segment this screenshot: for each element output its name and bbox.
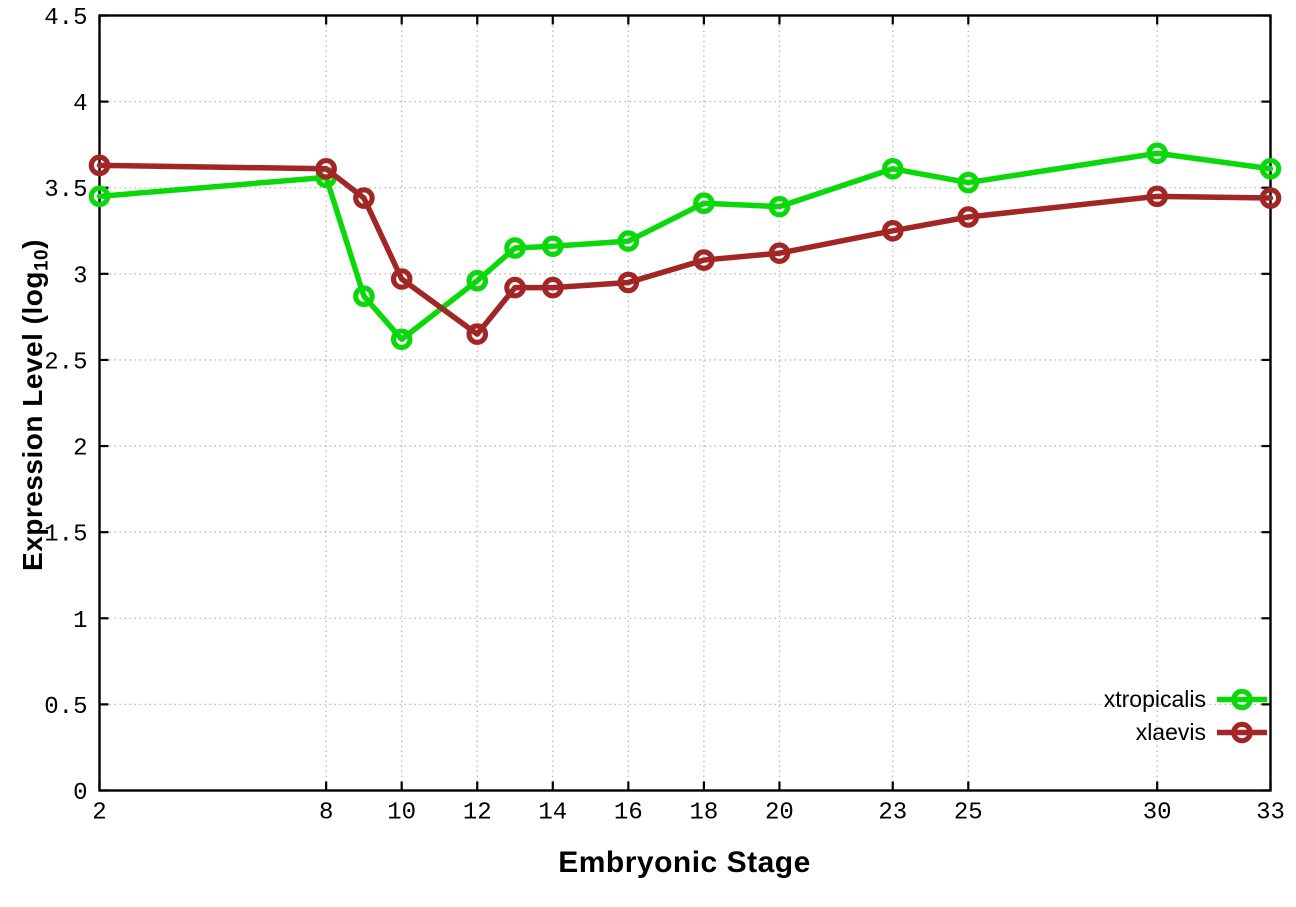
x-tick-label: 12 (463, 800, 492, 827)
data-point-xlaevis (881, 219, 904, 242)
data-point-xlaevis (693, 249, 715, 271)
data-point-xlaevis (768, 242, 791, 264)
data-point-xtropicalis (466, 269, 489, 292)
y-axis-title-subscript: 10 (31, 248, 53, 272)
legend: xtropicalis xlaevis (1104, 683, 1268, 749)
x-tick-label: 23 (878, 800, 907, 827)
x-tick-label: 10 (387, 800, 416, 827)
data-point-xlaevis (88, 154, 111, 177)
y-axis-title-close: ) (17, 239, 48, 249)
data-point-xtropicalis (881, 157, 904, 180)
data-point-xlaevis (957, 206, 980, 228)
data-point-xtropicalis (768, 195, 791, 218)
data-point-xlaevis (353, 187, 375, 209)
x-tick-label: 30 (1143, 800, 1172, 827)
y-tick-label: 3.5 (44, 177, 87, 204)
x-tick-label: 16 (614, 800, 643, 827)
x-tick-label: 20 (765, 800, 794, 827)
y-tick-label: 1 (73, 608, 87, 635)
data-point-xlaevis (1259, 187, 1282, 209)
data-point-xlaevis (504, 276, 526, 299)
x-tick-label: 2 (92, 800, 106, 827)
legend-entry-xlaevis: xlaevis (1104, 716, 1268, 749)
x-tick-label: 25 (954, 800, 983, 827)
data-point-xtropicalis (504, 237, 526, 259)
y-tick-label: 4.5 (44, 5, 87, 32)
data-point-xtropicalis (693, 192, 715, 215)
data-point-xlaevis (541, 276, 564, 299)
y-tick-label: 2 (73, 436, 87, 463)
legend-marker-xtropicalis (1217, 688, 1267, 711)
legend-marker-xlaevis (1217, 721, 1267, 744)
plot-border (98, 14, 1272, 792)
y-tick-label: 4 (73, 91, 87, 118)
x-tick-label: 33 (1256, 800, 1285, 827)
y-tick-label: 3 (73, 263, 87, 290)
data-point-xtropicalis (617, 230, 640, 252)
y-tick-label: 1.5 (44, 522, 87, 549)
data-point-xlaevis (617, 271, 640, 294)
x-tick-label: 8 (319, 800, 333, 827)
data-point-xlaevis (390, 268, 413, 290)
y-tick-label: 0 (73, 780, 87, 807)
data-point-xtropicalis (353, 285, 375, 308)
legend-label-xtropicalis: xtropicalis (1103, 686, 1206, 712)
y-tick-label: 0.5 (44, 694, 87, 721)
data-point-xtropicalis (541, 235, 564, 258)
series-line-xlaevis (96, 162, 1274, 337)
data-point-xtropicalis (1146, 142, 1168, 165)
data-point-xtropicalis (1259, 157, 1282, 180)
legend-entry-xtropicalis: xtropicalis (1104, 683, 1268, 716)
data-point-xtropicalis (957, 171, 980, 194)
x-axis-title: Embryonic Stage (558, 846, 811, 879)
data-point-xlaevis (466, 323, 489, 345)
data-point-xlaevis (1146, 185, 1168, 208)
legend-label-xlaevis: xlaevis (1135, 719, 1206, 745)
data-point-xtropicalis (88, 185, 111, 208)
y-axis-title: Expression Level (log10) (16, 205, 53, 605)
y-tick-label: 2.5 (44, 349, 87, 376)
data-point-xlaevis (315, 157, 337, 180)
x-tick-label: 18 (689, 800, 718, 827)
y-axis-title-text: Expression Level (log (17, 271, 48, 571)
series-line-xtropicalis (96, 150, 1274, 343)
x-tick-label: 14 (538, 800, 567, 827)
data-point-xtropicalis (390, 328, 413, 351)
